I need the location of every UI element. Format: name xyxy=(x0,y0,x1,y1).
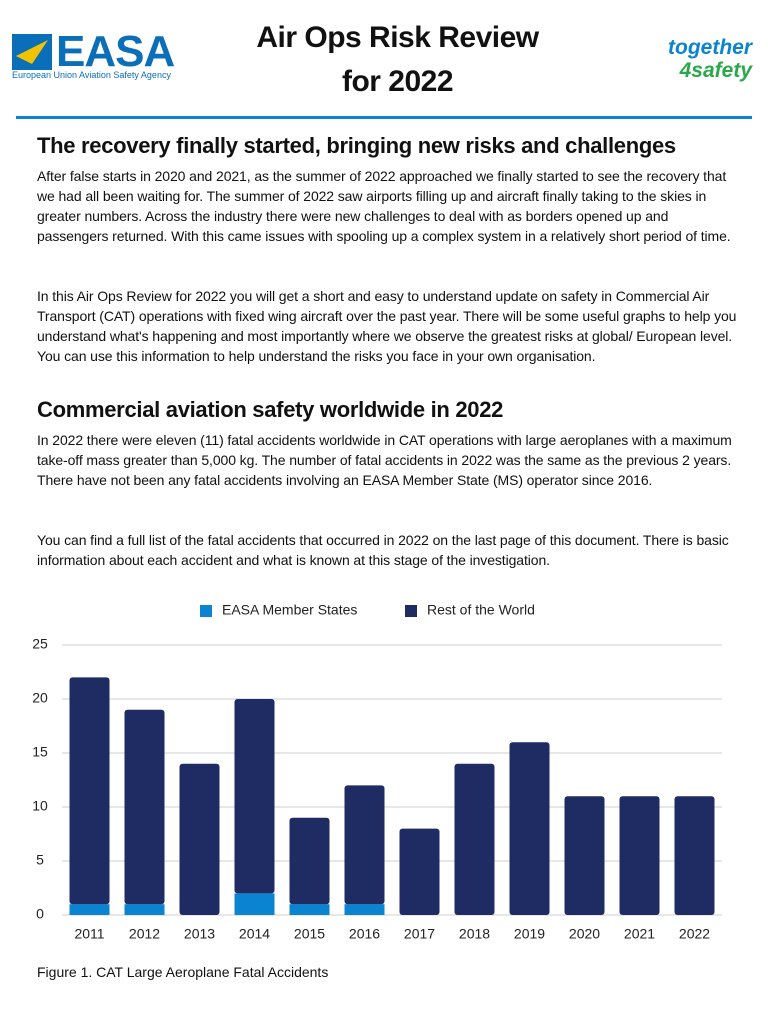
x-tick-label: 2014 xyxy=(239,926,270,942)
bar-segment xyxy=(179,763,220,915)
y-tick-label: 20 xyxy=(32,690,48,706)
x-tick-label: 2012 xyxy=(129,926,160,942)
x-tick-label: 2013 xyxy=(184,926,215,942)
bar-segment xyxy=(234,699,275,894)
bar-segment xyxy=(619,796,660,915)
paragraph: In 2022 there were eleven (11) fatal acc… xyxy=(37,432,732,488)
bar-segment xyxy=(289,904,330,915)
heading: Commercial aviation safety worldwide in … xyxy=(37,397,504,422)
x-tick-label: 2020 xyxy=(569,926,600,942)
x-tick-label: 2019 xyxy=(514,926,545,942)
bar-segment xyxy=(124,709,165,905)
logo-subtitle: European Union Aviation Safety Agency xyxy=(12,70,171,80)
legend-swatch xyxy=(200,605,212,617)
title-line: for 2022 xyxy=(341,65,454,98)
bar-segment xyxy=(454,763,495,915)
bar-segment xyxy=(674,796,715,915)
heading: The recovery finally started, bringing n… xyxy=(37,133,676,158)
x-tick-label: 2017 xyxy=(404,926,435,942)
caption: Figure 1. CAT Large Aeroplane Fatal Acci… xyxy=(37,964,329,980)
bar-segment xyxy=(69,904,110,915)
bar-segment xyxy=(234,893,275,915)
x-tick-label: 2015 xyxy=(294,926,325,942)
bar-segment xyxy=(289,817,330,905)
divider xyxy=(16,116,752,119)
x-tick-label: 2021 xyxy=(624,926,655,942)
y-tick-label: 5 xyxy=(36,852,44,868)
chart: EASA Member States Rest of the World 0 5 10 1… xyxy=(32,602,722,942)
bar-segment xyxy=(69,677,110,905)
title: Air Ops Risk Review for 2022 xyxy=(200,16,595,104)
y-tick-label: 25 xyxy=(32,636,48,652)
tagline: together 4safety xyxy=(668,36,752,82)
legend-label: EASA Member States xyxy=(222,602,357,618)
bar-segment xyxy=(344,904,385,915)
x-tick-label: 2018 xyxy=(459,926,490,942)
y-tick-label: 10 xyxy=(32,798,48,814)
bar-segment xyxy=(564,796,605,915)
paragraph: In this Air Ops Review for 2022 you will… xyxy=(37,288,737,364)
y-tick-label: 15 xyxy=(32,744,48,760)
paragraph: You can find a full list of the fatal ac… xyxy=(37,532,729,568)
tagline-line: together xyxy=(668,36,752,59)
bar-segment xyxy=(124,904,165,915)
logo-mark xyxy=(12,34,52,70)
tagline-line: 4safety xyxy=(679,59,752,82)
legend-swatch xyxy=(405,605,417,617)
x-tick-label: 2016 xyxy=(349,926,380,942)
legend-label: Rest of the World xyxy=(427,602,535,618)
bar-segment xyxy=(399,828,440,915)
y-tick-label: 0 xyxy=(36,906,44,922)
x-tick-label: 2011 xyxy=(74,926,104,942)
logo: EASA xyxy=(56,27,175,76)
paragraph: After false starts in 2020 and 2021, as … xyxy=(37,168,731,244)
bar-segment xyxy=(344,785,385,905)
x-tick-label: 2022 xyxy=(679,926,710,942)
title-line: Air Ops Risk Review xyxy=(256,21,539,54)
bar-segment xyxy=(509,742,550,915)
